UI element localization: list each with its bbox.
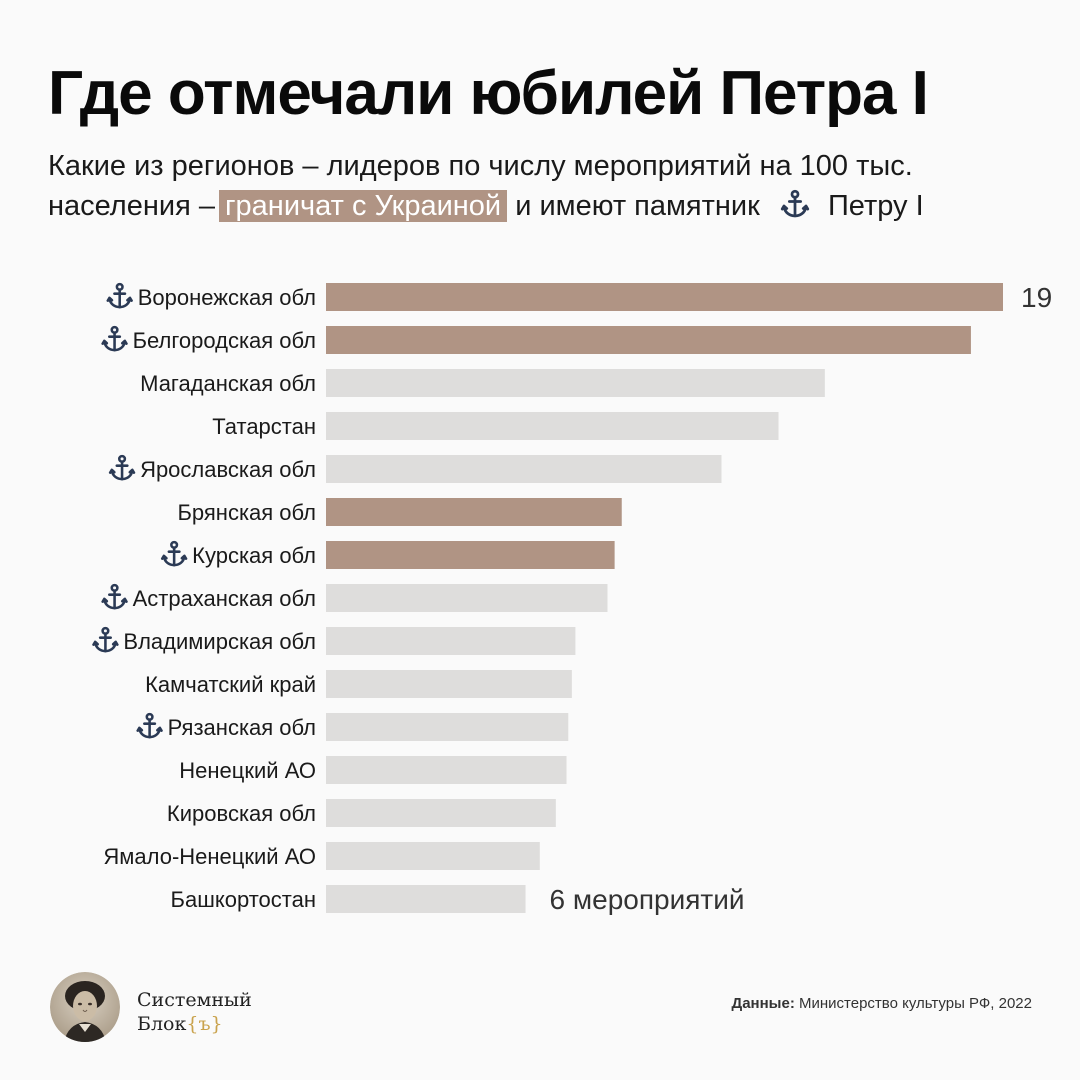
anchor-icon xyxy=(160,540,188,567)
brand-line-1: Системный xyxy=(137,989,252,1011)
anchor-icon xyxy=(108,454,136,481)
bar-3 xyxy=(326,412,779,440)
anchor-icon xyxy=(101,583,128,610)
bar-11 xyxy=(326,756,567,784)
category-label-11: Ненецкий АО xyxy=(179,758,316,783)
bar-9 xyxy=(326,670,572,698)
source-text: Министерство культуры РФ, 2022 xyxy=(798,995,1032,1012)
bar-10 xyxy=(326,713,569,741)
chart-subtitle: Какие из регионов – лидеров по числу мер… xyxy=(48,146,1048,230)
category-label-4: Ярославская обл xyxy=(140,457,316,482)
anchor-icon xyxy=(92,626,119,653)
subtitle-highlight-ukraine: граничат с Украиной xyxy=(218,190,508,222)
category-label-0: Воронежская обл xyxy=(138,285,316,310)
category-label-12: Кировская обл xyxy=(167,801,316,826)
brand-line-2: Блок{ъ} xyxy=(137,1012,252,1036)
bar-0 xyxy=(326,283,1003,311)
subtitle-line-1: Какие из регионов – лидеров по числу мер… xyxy=(48,150,913,182)
anchor-icon xyxy=(106,282,133,309)
brand-word: Блок xyxy=(137,1013,187,1035)
bar-8 xyxy=(326,627,576,655)
subtitle-suffix: Петру I xyxy=(827,190,924,222)
category-label-6: Курская обл xyxy=(192,543,316,568)
source-label: Данные: xyxy=(731,995,795,1012)
anchor-icon xyxy=(101,325,128,352)
bar-6 xyxy=(326,541,615,569)
category-label-3: Татарстан xyxy=(212,414,316,439)
category-label-1: Белгородская обл xyxy=(133,328,316,353)
bar-7 xyxy=(326,584,608,612)
category-label-10: Рязанская обл xyxy=(168,715,316,740)
bar-1 xyxy=(326,326,971,354)
category-label-13: Ямало-Ненецкий АО xyxy=(103,844,316,869)
brand-braces: {ъ} xyxy=(186,1013,223,1035)
value-label-14: 6 мероприятий xyxy=(550,884,745,915)
bar-2 xyxy=(326,369,825,397)
chart-title: Где отмечали юбилей Петра I xyxy=(48,59,929,128)
bar-chart: Воронежская обл Белгородская обл Магаданск… xyxy=(92,282,1052,915)
brand-name: Системный Блок{ъ} xyxy=(137,988,252,1036)
bar-13 xyxy=(326,842,540,870)
subtitle-middle: и имеют памятник xyxy=(515,190,760,222)
brand-logo-portrait xyxy=(50,972,120,1042)
category-label-14: Башкортостан xyxy=(171,887,316,912)
category-label-7: Астраханская обл xyxy=(133,586,316,611)
data-source: Данные: Министерство культуры РФ, 2022 xyxy=(732,995,1032,1012)
bar-12 xyxy=(326,799,556,827)
subtitle-line-2: населения – граничат с Украиной и имеют п… xyxy=(48,186,1048,230)
category-label-5: Брянская обл xyxy=(177,500,316,525)
anchor-icon xyxy=(136,712,163,739)
anchor-icon xyxy=(780,189,810,230)
category-label-2: Магаданская обл xyxy=(140,371,316,396)
bar-4 xyxy=(326,455,722,483)
subtitle-prefix: населения – xyxy=(48,190,215,222)
value-label-0: 19 xyxy=(1021,282,1052,313)
category-label-8: Владимирская обл xyxy=(123,629,316,654)
category-label-9: Камчатский край xyxy=(145,672,316,697)
bar-5 xyxy=(326,498,622,526)
bar-14 xyxy=(326,885,526,913)
